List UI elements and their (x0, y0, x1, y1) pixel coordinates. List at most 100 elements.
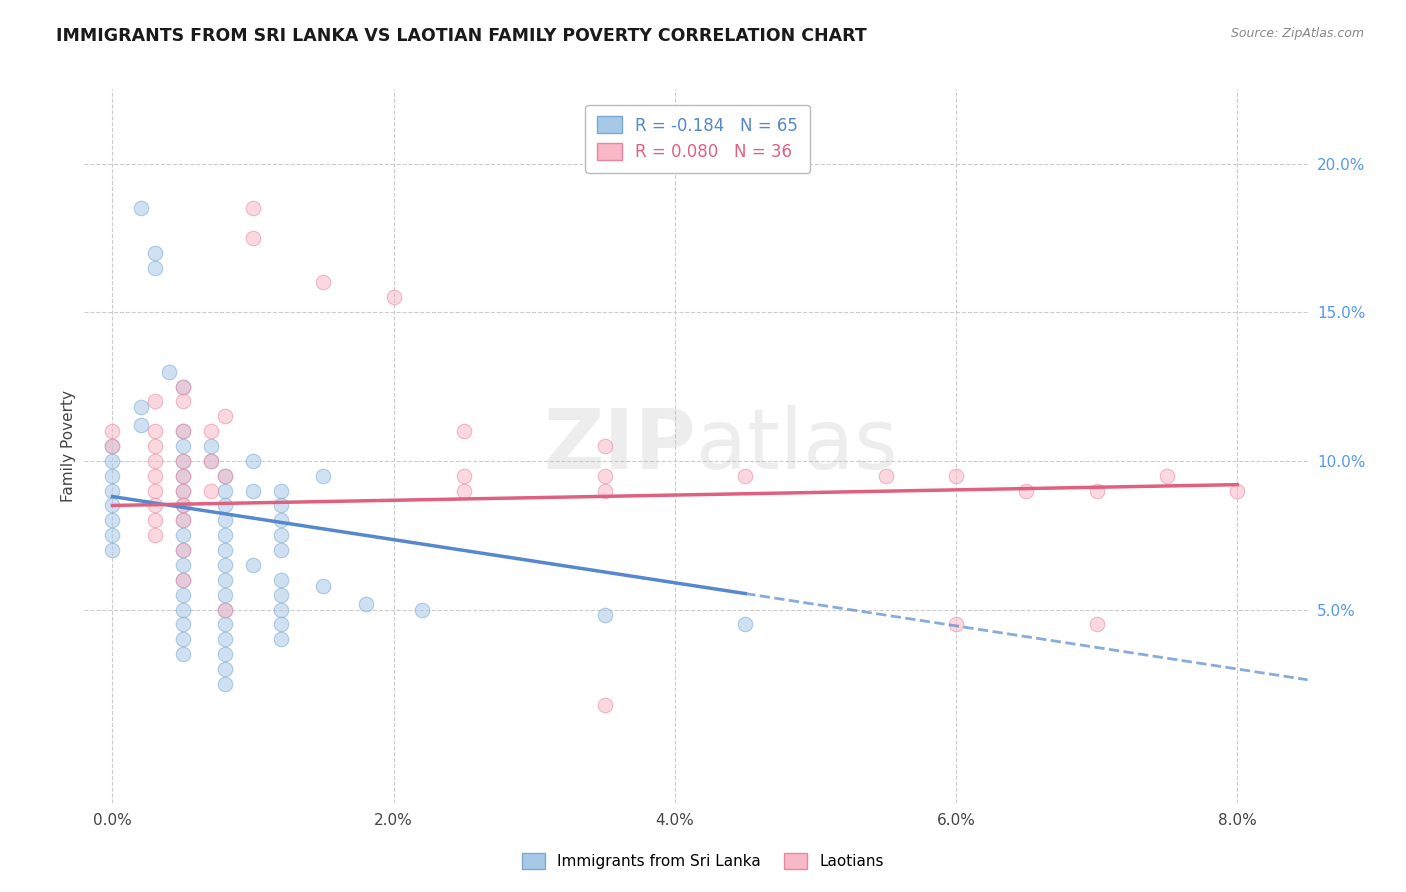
Point (270, 483, 292, 498)
Point (172, 454, 194, 468)
Point (242, 231, 264, 245)
Legend: Immigrants from Sri Lanka, Laotians: Immigrants from Sri Lanka, Laotians (516, 847, 890, 875)
Text: Source: ZipAtlas.com: Source: ZipAtlas.com (1230, 27, 1364, 40)
Point (172, 573, 194, 587)
Point (172, 424, 194, 438)
Point (382, 290, 405, 304)
Point (143, 454, 166, 468)
Point (214, 513, 236, 527)
Point (172, 483, 194, 498)
Point (200, 454, 222, 468)
Point (593, 468, 616, 483)
Point (101, 513, 124, 527)
Point (312, 468, 335, 483)
Point (172, 379, 194, 393)
Point (242, 201, 264, 215)
Point (143, 513, 166, 527)
Point (172, 468, 194, 483)
Point (172, 573, 194, 587)
Point (214, 677, 236, 691)
Point (172, 647, 194, 661)
Point (945, 617, 967, 632)
Point (214, 662, 236, 676)
Point (172, 483, 194, 498)
Point (101, 468, 124, 483)
Point (214, 602, 236, 616)
Point (453, 424, 475, 438)
Point (214, 409, 236, 424)
Point (214, 528, 236, 542)
Point (214, 602, 236, 616)
Point (875, 468, 897, 483)
Point (143, 424, 166, 438)
Point (453, 483, 475, 498)
Point (270, 499, 292, 513)
Point (143, 483, 166, 498)
Point (172, 632, 194, 647)
Point (270, 632, 292, 647)
Point (172, 499, 194, 513)
Point (214, 558, 236, 572)
Point (172, 499, 194, 513)
Point (143, 528, 166, 542)
Text: atlas: atlas (696, 406, 897, 486)
Point (172, 617, 194, 632)
Point (411, 602, 433, 616)
Point (734, 468, 756, 483)
Point (143, 245, 166, 260)
Point (101, 454, 124, 468)
Point (101, 528, 124, 542)
Point (270, 617, 292, 632)
Point (593, 483, 616, 498)
Point (1226, 483, 1249, 498)
Point (172, 439, 194, 453)
Point (101, 543, 124, 558)
Point (242, 454, 264, 468)
Point (172, 528, 194, 542)
Point (1085, 617, 1108, 632)
Point (172, 543, 194, 558)
Legend: R = -0.184   N = 65, R = 0.080   N = 36: R = -0.184 N = 65, R = 0.080 N = 36 (585, 104, 810, 173)
Point (101, 439, 124, 453)
Point (453, 468, 475, 483)
Point (214, 617, 236, 632)
Point (242, 483, 264, 498)
Point (129, 401, 152, 415)
Point (200, 424, 222, 438)
Point (172, 394, 194, 409)
Point (1156, 468, 1178, 483)
Point (312, 579, 335, 593)
Point (270, 573, 292, 587)
Point (945, 468, 967, 483)
Point (270, 543, 292, 558)
Point (200, 483, 222, 498)
Point (270, 602, 292, 616)
Point (172, 543, 194, 558)
Point (101, 424, 124, 438)
Point (172, 558, 194, 572)
Point (129, 418, 152, 433)
Point (214, 483, 236, 498)
Point (172, 454, 194, 468)
Point (143, 468, 166, 483)
Point (593, 439, 616, 453)
Point (172, 379, 194, 393)
Point (172, 424, 194, 438)
Point (270, 513, 292, 527)
Point (214, 647, 236, 661)
Point (214, 468, 236, 483)
Point (172, 513, 194, 527)
Point (172, 602, 194, 616)
Point (172, 513, 194, 527)
Point (1015, 483, 1038, 498)
Point (200, 454, 222, 468)
Point (101, 439, 124, 453)
Point (270, 588, 292, 602)
Point (214, 543, 236, 558)
Point (1085, 483, 1108, 498)
Point (143, 394, 166, 409)
Text: IMMIGRANTS FROM SRI LANKA VS LAOTIAN FAMILY POVERTY CORRELATION CHART: IMMIGRANTS FROM SRI LANKA VS LAOTIAN FAM… (56, 27, 868, 45)
Point (214, 588, 236, 602)
Text: ZIP: ZIP (544, 406, 696, 486)
Point (214, 573, 236, 587)
